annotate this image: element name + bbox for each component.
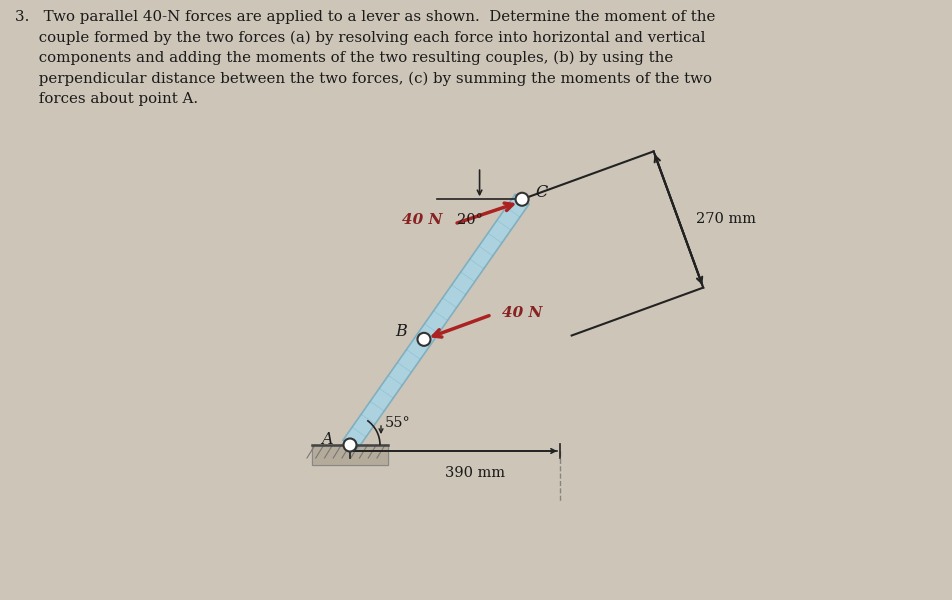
- Text: A: A: [322, 431, 333, 449]
- Circle shape: [516, 193, 528, 206]
- Text: 20°: 20°: [457, 213, 483, 227]
- Polygon shape: [312, 445, 388, 465]
- Text: 40 N: 40 N: [402, 213, 443, 227]
- Text: 390 mm: 390 mm: [445, 466, 506, 480]
- Circle shape: [344, 439, 356, 451]
- Text: 40 N: 40 N: [502, 306, 542, 320]
- Text: B: B: [395, 323, 407, 340]
- Text: 3.   Two parallel 40-N forces are applied to a lever as shown.  Determine the mo: 3. Two parallel 40-N forces are applied …: [15, 10, 715, 106]
- Polygon shape: [343, 194, 529, 450]
- Circle shape: [418, 333, 430, 346]
- Text: C: C: [535, 184, 547, 201]
- Text: 55°: 55°: [385, 416, 410, 430]
- Text: 270 mm: 270 mm: [697, 212, 757, 226]
